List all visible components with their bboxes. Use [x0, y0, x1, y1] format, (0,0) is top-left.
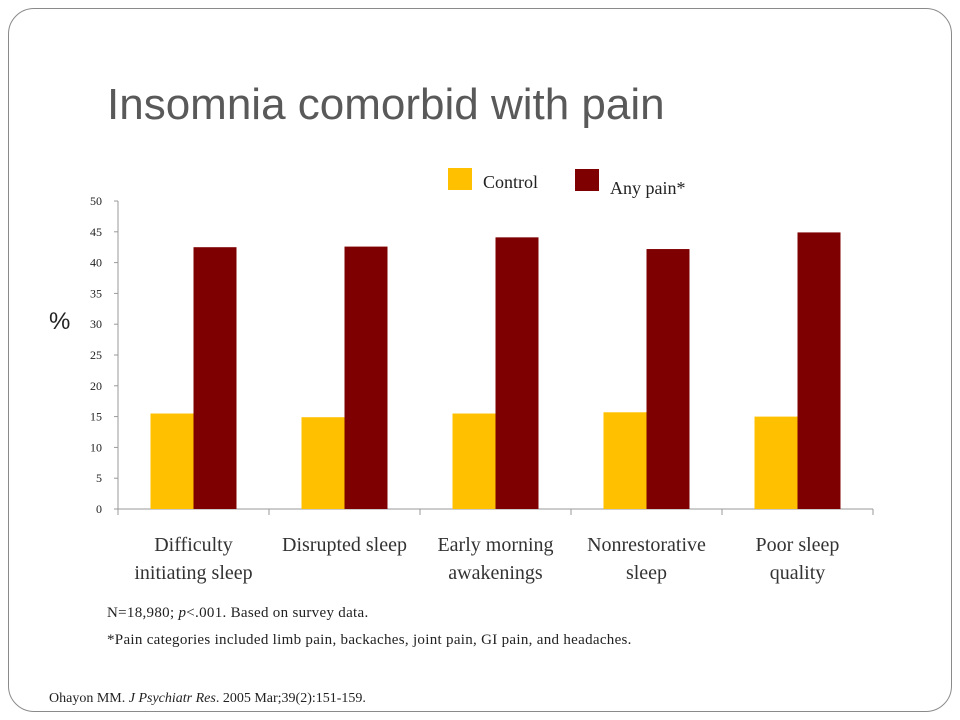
y-tick-label: 50 — [90, 194, 102, 208]
note-line-2: *Pain categories included limb pain, bac… — [107, 632, 632, 648]
y-tick-label: 25 — [90, 348, 102, 362]
bar-any-pain — [797, 232, 841, 509]
bar-any-pain — [646, 249, 690, 509]
bar-control — [301, 417, 345, 509]
legend-swatch-control — [448, 168, 472, 190]
note-line-1-prefix: N=18,980; — [107, 605, 179, 621]
x-category-label: Early morning — [437, 534, 553, 556]
x-category-label: awakenings — [448, 562, 543, 584]
x-category-label: Disrupted sleep — [282, 534, 407, 556]
bar-any-pain — [193, 247, 237, 509]
legend-label-control: Control — [483, 172, 539, 192]
y-tick-label: 10 — [90, 440, 102, 454]
bar-control — [754, 416, 798, 509]
legend-swatch-any-pain — [575, 169, 599, 191]
note-line-1-suffix: <.001. Based on survey data. — [186, 605, 369, 621]
bar-any-pain — [344, 246, 388, 510]
y-tick-label: 40 — [90, 256, 102, 270]
note-line-1: N=18,980; p<.001. Based on survey data. — [107, 605, 369, 622]
bar-any-pain — [495, 237, 539, 509]
y-tick-label: 15 — [90, 410, 102, 424]
y-tick-label: 5 — [96, 471, 102, 485]
citation-journal: J Psychiatr Res — [128, 691, 216, 706]
y-tick-label: 0 — [96, 502, 102, 516]
bar-control — [603, 412, 647, 509]
bar-control — [150, 413, 194, 509]
x-category-label: Poor sleep — [756, 534, 840, 556]
y-tick-label: 20 — [90, 379, 102, 393]
note-line-1-p: p — [178, 605, 187, 621]
y-tick-label: 45 — [90, 225, 102, 239]
citation-rest: . 2005 Mar;39(2):151-159. — [215, 691, 366, 706]
y-tick-label: 30 — [90, 317, 102, 331]
x-category-label: quality — [770, 562, 826, 584]
y-tick-label: 35 — [90, 286, 102, 300]
bar-control — [452, 413, 496, 509]
x-category-label: Difficulty — [154, 534, 233, 556]
x-category-label: Nonrestorative — [587, 534, 706, 556]
slide-frame — [8, 8, 952, 712]
citation-author: Ohayon MM. — [49, 691, 129, 706]
y-axis-label: % — [49, 308, 71, 335]
legend-label-any-pain: Any pain* — [610, 178, 686, 198]
slide-title: Insomnia comorbid with pain — [107, 80, 665, 129]
x-category-label: initiating sleep — [134, 562, 252, 584]
x-category-label: sleep — [626, 562, 667, 584]
citation: Ohayon MM. J Psychiatr Res. 2005 Mar;39(… — [49, 691, 366, 707]
